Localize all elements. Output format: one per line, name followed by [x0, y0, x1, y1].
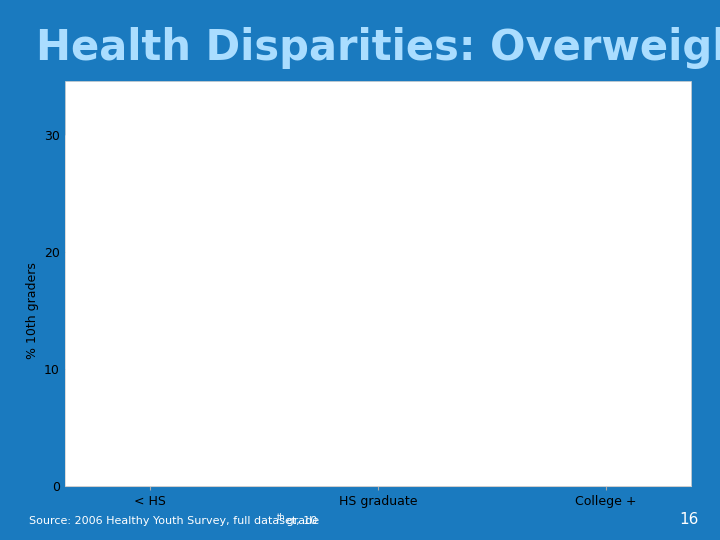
Text: 11.2: 11.2: [364, 339, 392, 352]
Text: Health Disparities: Overweight: Health Disparities: Overweight: [36, 27, 720, 69]
Y-axis label: % 10th graders: % 10th graders: [25, 262, 38, 359]
Text: grade: grade: [283, 516, 319, 526]
Bar: [321, 355, 435, 486]
Text: 13.9: 13.9: [136, 307, 164, 320]
Text: 16: 16: [679, 511, 698, 526]
Bar: [549, 384, 662, 486]
Bar: [94, 323, 207, 486]
Text: 8.7: 8.7: [595, 368, 616, 381]
Text: Source: 2006 Healthy Youth Survey, full dataset, 10: Source: 2006 Healthy Youth Survey, full …: [29, 516, 317, 526]
Text: th: th: [277, 512, 286, 522]
Title: Maternal Education and Overweight: Maternal Education and Overweight: [223, 112, 533, 127]
